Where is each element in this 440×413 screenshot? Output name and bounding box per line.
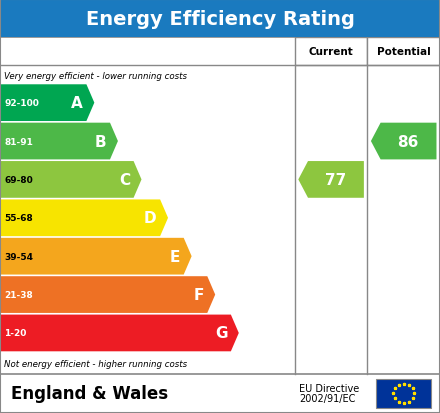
Text: 55-68: 55-68: [4, 214, 33, 223]
Polygon shape: [0, 277, 215, 313]
Text: G: G: [215, 326, 227, 341]
Polygon shape: [0, 85, 94, 122]
Text: Energy Efficiency Rating: Energy Efficiency Rating: [85, 9, 355, 28]
Text: 92-100: 92-100: [4, 99, 39, 108]
Text: 2002/91/EC: 2002/91/EC: [299, 393, 356, 404]
Bar: [376, 379, 431, 408]
Polygon shape: [0, 315, 239, 351]
Text: 69-80: 69-80: [4, 176, 33, 185]
Polygon shape: [0, 238, 192, 275]
Text: Very energy efficient - lower running costs: Very energy efficient - lower running co…: [4, 71, 187, 81]
Text: 21-38: 21-38: [4, 290, 33, 299]
Polygon shape: [0, 161, 142, 198]
Text: C: C: [119, 173, 130, 188]
Polygon shape: [0, 200, 168, 237]
Polygon shape: [371, 123, 436, 160]
Text: 39-54: 39-54: [4, 252, 33, 261]
Text: Not energy efficient - higher running costs: Not energy efficient - higher running co…: [4, 359, 187, 368]
Text: D: D: [144, 211, 157, 226]
Bar: [367, 38, 440, 66]
Text: EU Directive: EU Directive: [299, 383, 359, 394]
Text: 81-91: 81-91: [4, 137, 33, 146]
Text: E: E: [170, 249, 180, 264]
Polygon shape: [0, 123, 118, 160]
Text: 77: 77: [325, 173, 346, 188]
Text: A: A: [71, 96, 83, 111]
Text: 86: 86: [397, 134, 419, 149]
Text: Potential: Potential: [377, 47, 431, 57]
Text: 1-20: 1-20: [4, 329, 27, 338]
Polygon shape: [298, 161, 364, 198]
Text: F: F: [194, 287, 204, 302]
Text: England & Wales: England & Wales: [11, 385, 168, 402]
Text: Current: Current: [309, 47, 353, 57]
Bar: [295, 38, 367, 66]
Bar: [0, 0, 440, 38]
Text: B: B: [95, 134, 106, 149]
